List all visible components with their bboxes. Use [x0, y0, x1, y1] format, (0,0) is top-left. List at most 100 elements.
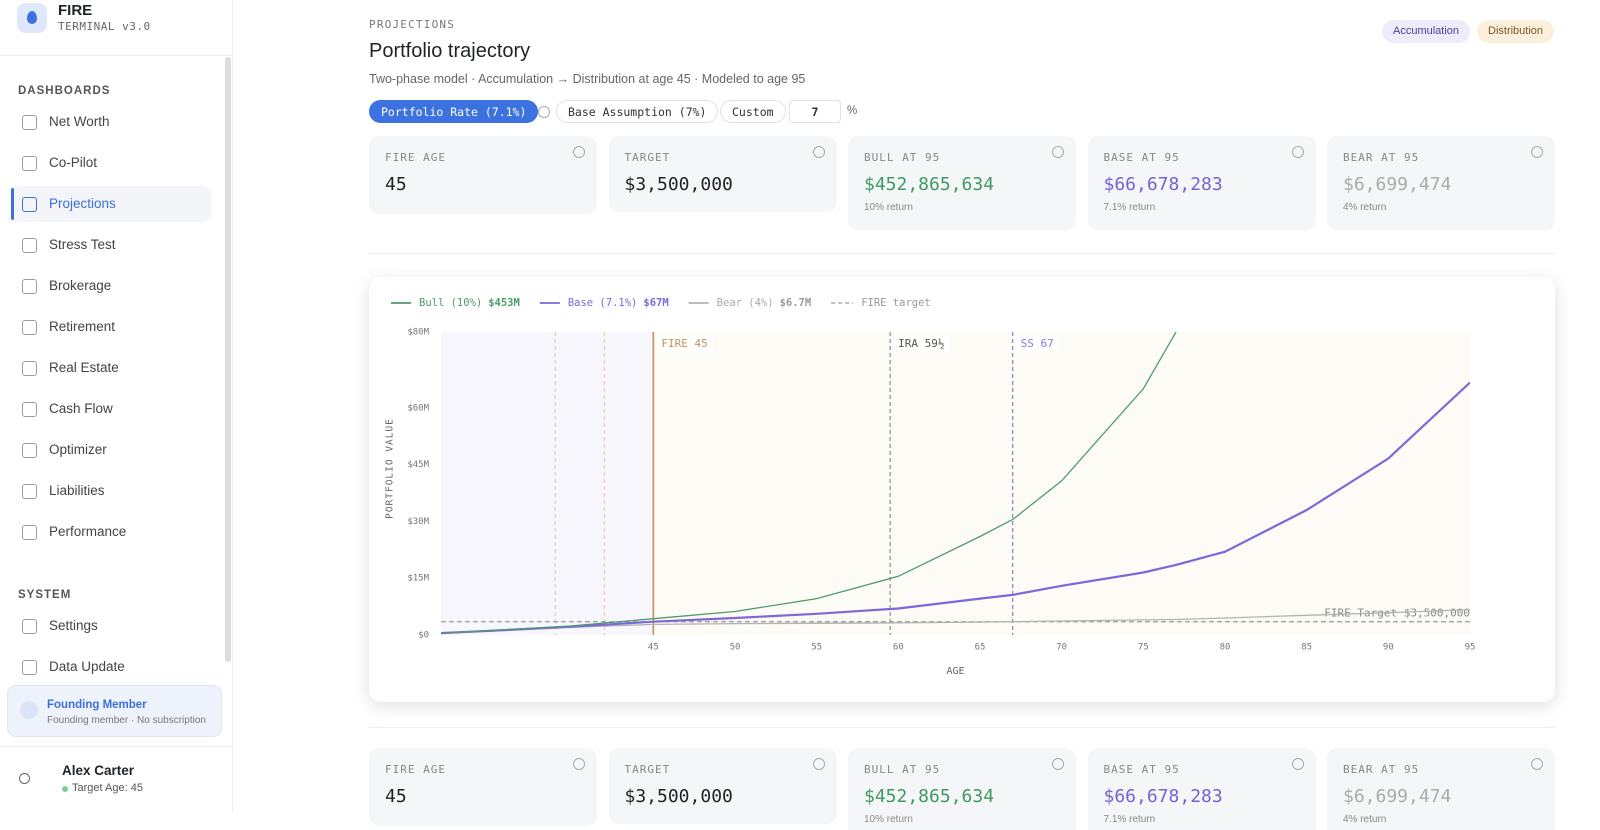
nav-item[interactable]: Real Estate: [11, 350, 211, 386]
membership[interactable]: Founding Member Founding member · No sub…: [7, 685, 222, 737]
y-tick-label: $45M: [407, 460, 429, 470]
chart: $0 $15M $30M $45M $60M $80M 45 50 55 60 65 70 75 80 85…: [385, 297, 1476, 677]
info-icon[interactable]: [1291, 146, 1304, 158]
nav-label: Stress Test: [49, 237, 116, 252]
stat-value: $452,865,634: [864, 786, 995, 807]
legend-value: $67M: [643, 297, 668, 309]
user-status: Target Age: 45: [72, 782, 143, 794]
rate-input[interactable]: 7: [789, 100, 841, 123]
nav-label: Co-Pilot: [49, 155, 98, 170]
nav-item[interactable]: Net Worth: [11, 104, 211, 140]
nav-label: Cash Flow: [49, 401, 113, 416]
event-label-bg: [656, 336, 713, 352]
stat-note: 4% return: [1343, 814, 1387, 825]
legend-value: $453M: [488, 297, 520, 309]
legend-label: FIRE target: [861, 297, 931, 309]
rate-option[interactable]: Base Assumption (7%): [556, 100, 719, 123]
event-label: SS 67: [1021, 337, 1054, 350]
nav-item[interactable]: Performance: [11, 514, 211, 550]
divider: [0, 55, 232, 56]
rate-unit: %: [847, 105, 858, 117]
phase-shade: [653, 332, 1470, 635]
theme-toggle[interactable]: [19, 773, 30, 784]
series-line: [441, 332, 1177, 634]
phase-shade: [441, 332, 654, 635]
nav-label: Performance: [49, 524, 127, 539]
nav-icon: [22, 279, 37, 294]
info-icon[interactable]: [812, 758, 825, 770]
info-icon[interactable]: [1052, 146, 1064, 158]
nav-item[interactable]: Co-Pilot: [11, 145, 211, 181]
stat-value: 45: [385, 786, 407, 807]
stat-value: $6,699,474: [1343, 786, 1452, 807]
stat-label: BULL AT 95: [864, 763, 941, 776]
stat-label: BASE AT 95: [1103, 151, 1180, 164]
nav-item[interactable]: Stress Test: [11, 227, 211, 263]
nav-label: Settings: [49, 618, 98, 633]
nav-icon: [22, 361, 37, 376]
stat-card: TARGET $3,500,000: [608, 748, 837, 824]
stat-label: BEAR AT 95: [1343, 763, 1420, 776]
member-title: Founding Member: [47, 699, 147, 711]
stat-value: 45: [385, 174, 407, 195]
event-label: IRA 59½: [898, 337, 944, 350]
legend-label: Bull (10%): [419, 297, 482, 309]
nav-icon: [22, 238, 37, 253]
info-icon[interactable]: [538, 106, 550, 118]
section-heading: DASHBOARDS: [18, 85, 111, 97]
x-tick-label: 70: [1056, 643, 1067, 653]
stat-card: FIRE AGE 45: [369, 136, 597, 214]
stat-card: BEAR AT 95 $6,699,474 4% return: [1327, 748, 1555, 830]
stat-value: $6,699,474: [1343, 174, 1452, 195]
nav-icon: [22, 115, 37, 130]
stat-note: 7.1% return: [1103, 202, 1156, 213]
nav-icon: [22, 402, 37, 417]
nav-label: Optimizer: [49, 442, 107, 457]
info-icon[interactable]: [573, 758, 585, 770]
nav-item[interactable]: Settings: [11, 608, 211, 644]
info-icon[interactable]: [1291, 758, 1304, 770]
rate-option[interactable]: Custom: [720, 100, 786, 123]
divider: [0, 746, 232, 747]
event-label: FIRE 45: [661, 337, 707, 350]
info-icon[interactable]: [812, 146, 825, 158]
x-tick-label: 50: [730, 643, 741, 653]
info-icon[interactable]: [1531, 758, 1543, 770]
nav-icon: [22, 525, 37, 540]
stat-label: BEAR AT 95: [1343, 151, 1420, 164]
eyebrow: PROJECTIONS: [369, 18, 456, 31]
nav-item[interactable]: Data Update: [11, 649, 211, 685]
nav-item[interactable]: Cash Flow: [11, 391, 211, 427]
stat-label: TARGET: [624, 763, 671, 776]
nav-label: Brokerage: [49, 278, 112, 293]
info-icon[interactable]: [573, 146, 585, 158]
nav-item[interactable]: Liabilities: [11, 473, 211, 509]
rate-option[interactable]: Portfolio Rate (7.1%): [369, 100, 539, 123]
nav-item[interactable]: Retirement: [11, 309, 211, 345]
info-icon[interactable]: [1052, 758, 1064, 770]
scrollbar: [225, 57, 231, 662]
stat-card: TARGET $3,500,000: [608, 136, 837, 212]
stat-label: BULL AT 95: [864, 151, 941, 164]
nav-label: Data Update: [49, 659, 125, 674]
nav-item[interactable]: Brokerage: [11, 268, 211, 304]
nav-item[interactable]: Projections: [11, 186, 211, 222]
divider: [369, 253, 1555, 254]
nav-label: Real Estate: [49, 360, 119, 375]
phase-badge: Accumulation: [1382, 20, 1471, 43]
divider: [369, 727, 1555, 728]
target-label: FIRE Target $3,500,000: [1324, 607, 1470, 620]
stat-note: 7.1% return: [1103, 814, 1156, 825]
stat-value: $66,678,283: [1103, 174, 1223, 195]
y-tick-label: $30M: [407, 517, 429, 527]
x-tick-label: 80: [1220, 643, 1231, 653]
stat-card: BASE AT 95 $66,678,283 7.1% return: [1087, 748, 1316, 830]
info-icon[interactable]: [1531, 146, 1543, 158]
phase-badge: Distribution: [1477, 20, 1555, 43]
chart-card: $0 $15M $30M $45M $60M $80M 45 50 55 60 65 70 75 80 85…: [369, 277, 1555, 702]
x-tick-label: 60: [893, 643, 904, 653]
nav-item[interactable]: Optimizer: [11, 432, 211, 468]
series-group: [441, 332, 1470, 635]
stat-card: BULL AT 95 $452,865,634 10% return: [848, 136, 1076, 230]
